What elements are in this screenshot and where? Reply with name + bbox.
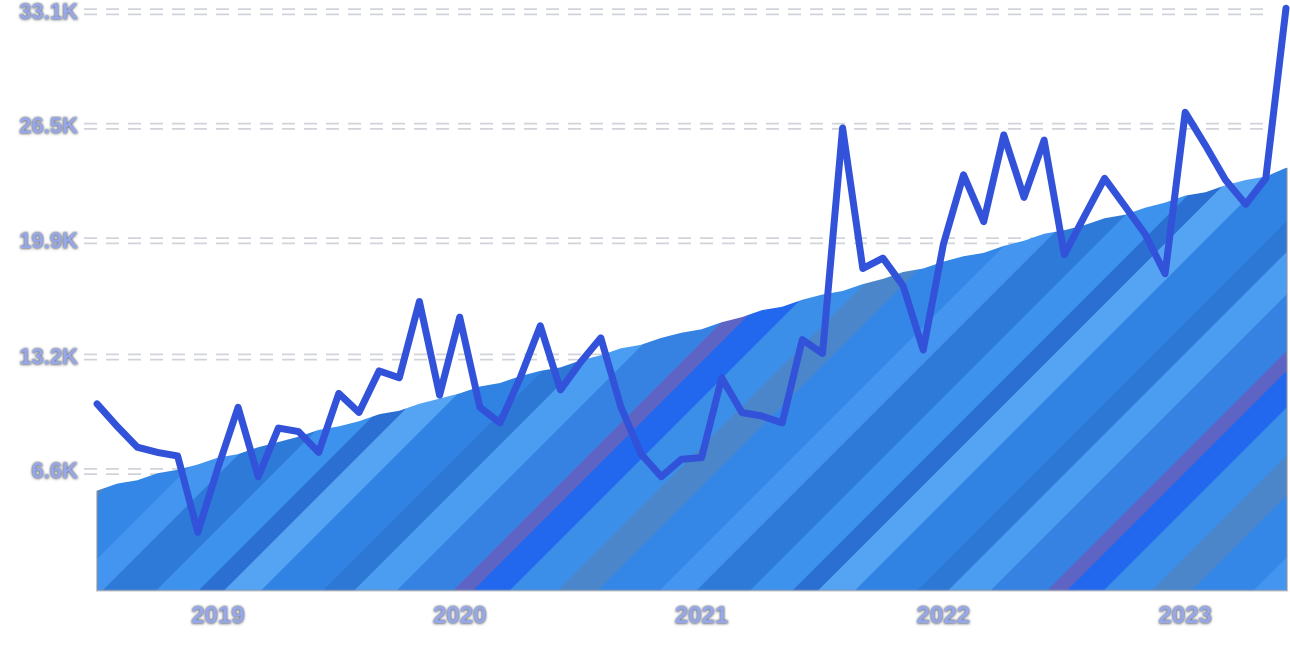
y-tick-label-26.5K: 26.5K <box>19 113 78 139</box>
y-tick-label-19.9K: 19.9K <box>19 227 78 253</box>
plot-edges <box>96 167 1288 592</box>
line-polyline <box>93 4 1290 536</box>
x-tick-label-2021: 2021 <box>674 602 729 629</box>
x-tick-label-2022: 2022 <box>916 602 971 629</box>
y-tick-label-6.6K: 6.6K <box>31 458 78 484</box>
x-tick-label-2019: 2019 <box>191 602 245 629</box>
line-series <box>93 4 1290 536</box>
plot-edge-line <box>96 167 1288 592</box>
x-tick-label-2020: 2020 <box>433 602 487 629</box>
x-tick-label-2023: 2023 <box>1158 602 1212 629</box>
area-series <box>97 167 1287 591</box>
y-tick-label-13.2K: 13.2K <box>19 343 78 369</box>
y-tick-label-33.1K: 33.1K <box>19 0 78 24</box>
area-polygon <box>97 167 1287 591</box>
